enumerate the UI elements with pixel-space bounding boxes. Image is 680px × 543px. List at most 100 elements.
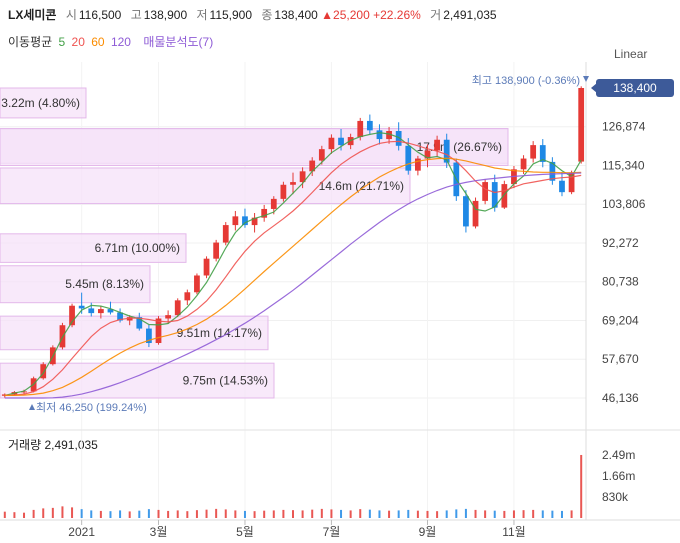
candle-body <box>242 216 248 226</box>
candle-body <box>520 158 527 170</box>
volume-bar <box>282 509 285 518</box>
candle-body <box>69 305 75 326</box>
time-tick-label: 5월 <box>236 525 254 539</box>
price-tick-label: 69,204 <box>602 313 639 327</box>
candle-body <box>213 242 220 259</box>
volume-bar <box>474 509 477 518</box>
low-annotation: 최저 46,250 (199.24%) <box>36 401 147 414</box>
volume-bar <box>80 509 83 518</box>
volume-tick-label: 1.66m <box>602 469 635 483</box>
time-tick-label: 9월 <box>419 525 437 539</box>
candle-body <box>472 200 479 227</box>
volume-bar <box>330 509 333 518</box>
candle-body <box>165 315 171 319</box>
candle-body <box>443 139 450 163</box>
volume-bar <box>359 509 362 518</box>
ma5-legend[interactable]: 5 <box>58 35 66 49</box>
volume-bar <box>512 510 515 518</box>
price-tick-label: 126,874 <box>602 120 646 134</box>
volume-bar <box>416 510 419 518</box>
candle-body <box>578 88 585 162</box>
volume-bar <box>61 506 64 518</box>
ma120-legend[interactable]: 120 <box>110 35 131 49</box>
volume-bar <box>138 510 141 518</box>
scale-mode-toggle[interactable]: Linear <box>614 47 648 61</box>
volume-profile-label: 3.22m (4.80%) <box>1 96 80 110</box>
candle-body <box>318 149 325 161</box>
candle-body <box>539 145 546 162</box>
stock-name: LX세미콘 <box>8 8 57 22</box>
candle-body <box>261 208 268 218</box>
ma20-legend[interactable]: 20 <box>71 35 85 49</box>
price-tick-label: 57,670 <box>602 352 639 366</box>
volume-bar <box>51 507 54 518</box>
time-tick-label: 7월 <box>323 525 341 539</box>
volume-profile-bar <box>0 87 87 119</box>
volume-bar <box>570 510 573 518</box>
open-value: 116,500 <box>78 8 122 22</box>
change-value: ▲25,200 <box>321 8 370 22</box>
volume-bar <box>551 510 554 518</box>
volume-bar <box>224 509 227 518</box>
volume-bar <box>311 509 314 518</box>
time-tick-label: 11월 <box>502 525 526 539</box>
volume-bar <box>243 510 246 518</box>
candle-body <box>222 225 229 243</box>
volume-bar <box>157 509 160 518</box>
low-value: 115,900 <box>209 8 253 22</box>
candle-body <box>386 131 392 140</box>
candle-body <box>347 137 354 146</box>
volume-bar <box>128 511 131 518</box>
candle-body <box>194 275 200 293</box>
candle-body <box>559 180 565 193</box>
open-label: 시 <box>65 8 77 22</box>
volume-bar <box>378 510 381 518</box>
moving-averages <box>4 132 582 399</box>
volume-bar <box>119 510 122 518</box>
volume-bar <box>292 510 294 518</box>
price-tick-label: 115,340 <box>602 158 645 172</box>
candle-body <box>366 120 373 131</box>
time-tick-label: 2021 <box>68 525 95 539</box>
candle-body <box>117 312 123 321</box>
volume-profile-legend[interactable]: 매물분석도(7) <box>143 35 214 49</box>
annotations: 138,400 최고 138,900 (-0.36%) 최저 46,250 (199… <box>29 74 674 414</box>
volume-bar <box>560 510 563 518</box>
volume-bar <box>484 510 487 518</box>
low-label: 저 <box>196 8 208 22</box>
volume-bar <box>167 510 170 518</box>
volume-profile-label: 6.71m (10.00%) <box>95 241 180 255</box>
high-annotation: 최고 138,900 (-0.36%) <box>472 74 580 87</box>
candle-body <box>203 258 210 276</box>
price-tick-label: 92,272 <box>602 236 639 250</box>
volume-bar <box>263 510 266 518</box>
candle-body <box>155 318 162 344</box>
volume-bar <box>493 510 496 518</box>
volume-bar <box>368 509 371 518</box>
ma-legend: 이동평균 5 20 60 120 매물분석도(7) <box>8 33 216 50</box>
ma60-legend[interactable]: 60 <box>91 35 105 49</box>
volume-bar <box>13 512 16 518</box>
candle-body <box>270 198 277 209</box>
stock-header: LX세미콘 시 116,500 고 138,900 저 115,900 종 138,40… <box>8 6 497 23</box>
candle-body <box>463 196 469 227</box>
candle-body <box>78 305 85 309</box>
volume-bar <box>320 508 323 518</box>
volume-bar <box>503 510 506 518</box>
volume-profile-bar <box>0 167 411 205</box>
volume-bars <box>3 454 583 518</box>
candle-body <box>491 182 498 208</box>
price-tick-label: 103,806 <box>602 197 646 211</box>
volume-value: 2,491,035 <box>443 8 497 22</box>
volume-panel-title: 거래량 2,491,035 <box>8 438 98 452</box>
volume-bar <box>234 510 237 518</box>
volume-bar <box>397 510 400 518</box>
price-tick-label: 46,136 <box>602 391 639 405</box>
volume-bar <box>215 508 218 518</box>
candle-body <box>251 217 258 226</box>
candle-body <box>501 184 508 208</box>
volume-profile-label: 9.51m (14.17%) <box>177 326 262 340</box>
volume-bar <box>445 510 448 518</box>
volume-bar <box>455 509 458 518</box>
